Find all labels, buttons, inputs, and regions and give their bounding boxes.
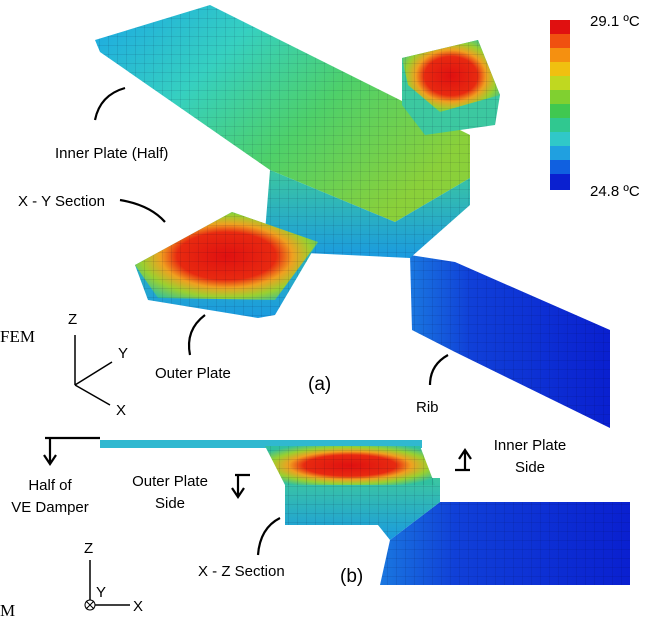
color-max: 29.1 ºC — [590, 13, 640, 30]
section-mark — [455, 450, 471, 470]
label: X - Y Section — [18, 193, 105, 210]
section-mark — [232, 475, 250, 497]
arrow — [120, 200, 165, 222]
section-block-mesh — [402, 40, 500, 135]
color-min: 24.8 ºC — [590, 183, 640, 200]
label: Rib — [416, 399, 439, 416]
rib-mesh — [410, 255, 610, 428]
arrow — [258, 518, 280, 555]
axes-b: Z Y X — [84, 540, 143, 615]
label: Outer Plate — [155, 365, 231, 382]
color-bar: 29.1 ºC 24.8 ºC — [550, 13, 640, 200]
panel-tag: (a) — [308, 374, 331, 395]
label: Half of — [28, 477, 72, 494]
axis-label: Z — [84, 540, 93, 557]
section-mark — [44, 438, 100, 464]
axis-label: Y — [96, 584, 106, 601]
label: VE Damper — [11, 499, 89, 516]
arrow — [430, 355, 448, 385]
axes-a: Z Y X — [68, 311, 128, 419]
label: Outer Plate — [132, 473, 208, 490]
axis-label: Y — [118, 345, 128, 362]
axis-label: X — [116, 402, 126, 419]
axis-label: X — [133, 598, 143, 615]
label: Inner Plate (Half) — [55, 145, 168, 162]
label: Inner Plate — [494, 437, 567, 454]
cut-text: FEM — [0, 327, 35, 346]
arrow — [95, 88, 125, 120]
model-b — [100, 440, 630, 585]
figure: 29.1 ºC 24.8 ºC Inner Plate (Half) X - Y… — [0, 0, 659, 622]
arrow — [189, 315, 205, 355]
panel-tag: (b) — [340, 566, 363, 587]
label: X - Z Section — [198, 563, 285, 580]
axis-label: Z — [68, 311, 77, 328]
label: Side — [515, 459, 545, 476]
label: Side — [155, 495, 185, 512]
cut-text: M — [0, 601, 15, 620]
